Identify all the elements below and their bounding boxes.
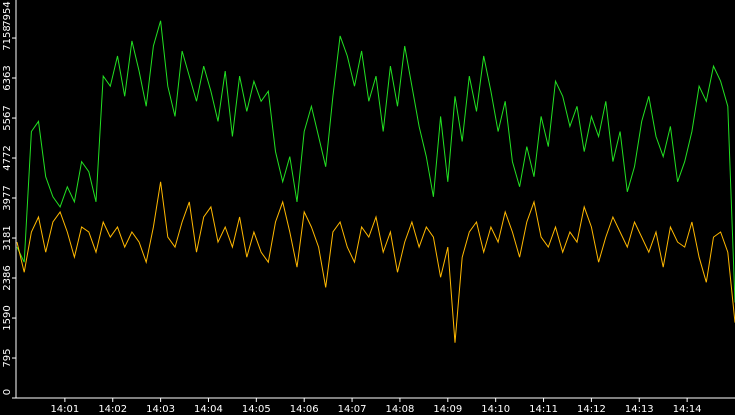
y-tick-label: 5567	[2, 105, 13, 130]
line-series	[16, 20, 735, 303]
x-tick-label: 14:10	[481, 404, 510, 415]
x-tick-label: 14:05	[242, 404, 271, 415]
x-tick-label: 14:02	[98, 404, 127, 415]
y-tick-label: 1590	[2, 305, 13, 330]
x-tick-label: 14:11	[529, 404, 558, 415]
x-tick-label: 14:07	[338, 404, 367, 415]
y-tick-label: 6363	[2, 65, 13, 90]
y-tick-label: 2386	[2, 265, 13, 290]
x-tick-label: 14:06	[290, 404, 319, 415]
line-series	[16, 181, 735, 343]
x-tick-label: 14:14	[673, 404, 702, 415]
x-tick-label: 14:03	[146, 404, 175, 415]
y-tick-label: 3977	[2, 185, 13, 210]
y-tick-label: 0	[2, 389, 13, 395]
x-tick-label: 14:04	[194, 404, 223, 415]
x-tick-label: 14:01	[50, 404, 79, 415]
y-tick-label: 4772	[2, 145, 13, 170]
y-tick-label: 7158	[2, 25, 13, 50]
x-tick-label: 14:09	[433, 404, 462, 415]
x-tick-label: 14:12	[577, 404, 606, 415]
x-tick-label: 14:13	[625, 404, 654, 415]
y-tick-label: 795	[2, 348, 13, 367]
y-tick-label: 7954	[2, 1, 13, 26]
y-tick-label: 3181	[2, 225, 13, 250]
x-tick-label: 14:08	[386, 404, 415, 415]
